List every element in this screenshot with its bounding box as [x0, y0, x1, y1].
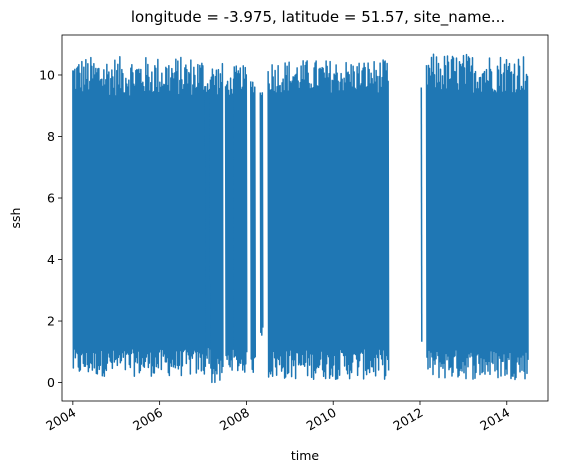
y-axis-label: ssh	[8, 208, 23, 229]
series-line-segment	[209, 62, 224, 384]
series-line-segment	[425, 53, 529, 381]
plot-frame	[61, 34, 549, 402]
y-tick-label: 10	[39, 67, 55, 82]
x-tick-label: 2004	[43, 405, 78, 434]
series-line-segment	[267, 59, 390, 381]
series-line-segment	[259, 92, 264, 336]
series-line-segment	[233, 65, 248, 373]
plot-area	[72, 53, 529, 384]
y-axis: 0 2 4 6 8 10	[39, 67, 62, 390]
series-line-segment	[420, 87, 423, 342]
series-line-segment	[72, 55, 207, 377]
series-line-segment	[224, 77, 235, 371]
y-tick-label: 6	[47, 191, 55, 206]
x-tick-label: 2006	[130, 405, 165, 434]
series-line-segment	[204, 83, 211, 365]
y-tick-label: 4	[47, 252, 55, 267]
x-axis-label: time	[291, 448, 320, 463]
y-tick-label: 0	[47, 375, 55, 390]
chart-title: longitude = -3.975, latitude = 51.57, si…	[131, 8, 505, 27]
y-tick-label: 2	[47, 314, 55, 329]
x-tick-label: 2008	[217, 405, 252, 434]
series-line-segment	[250, 81, 257, 374]
y-tick-label: 8	[47, 129, 55, 144]
x-tick-label: 2012	[390, 405, 425, 434]
x-tick-label: 2014	[477, 405, 512, 434]
x-axis: 2004 2006 2008 2010 2012 2014	[43, 401, 512, 434]
x-tick-label: 2010	[304, 405, 339, 434]
